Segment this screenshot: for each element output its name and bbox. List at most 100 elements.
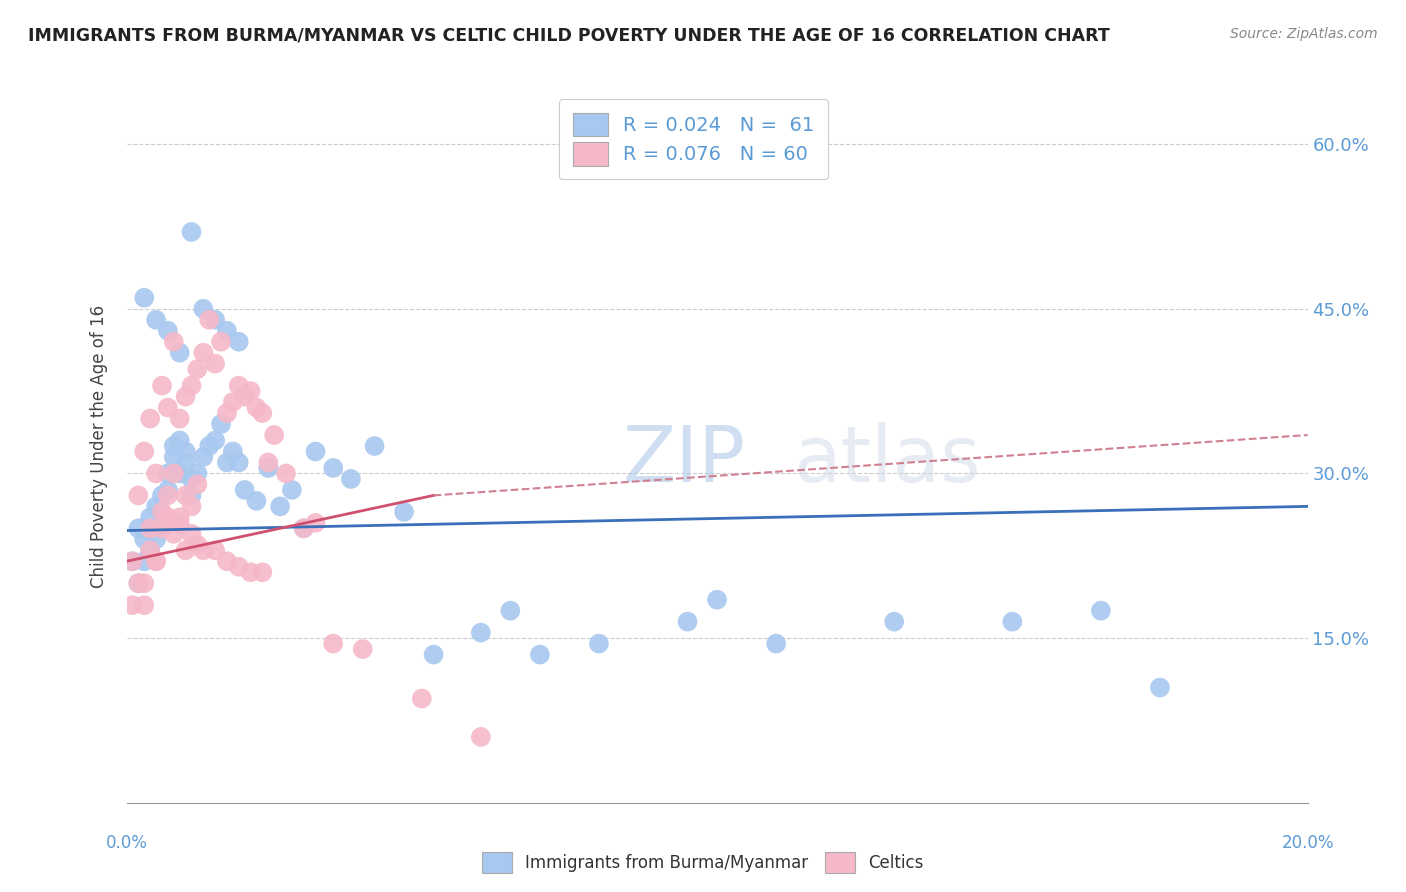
Point xyxy=(127,488,149,502)
Point xyxy=(193,450,215,464)
Point xyxy=(352,642,374,657)
Point xyxy=(304,516,326,530)
Point xyxy=(156,488,179,502)
Point xyxy=(134,598,156,612)
Point xyxy=(252,566,274,580)
Point xyxy=(228,455,250,469)
Point xyxy=(180,488,202,502)
Point xyxy=(257,461,280,475)
Point xyxy=(274,467,297,481)
Point xyxy=(156,467,179,481)
Point xyxy=(139,521,162,535)
Point xyxy=(150,521,173,535)
Point xyxy=(174,444,197,458)
Point xyxy=(245,401,267,415)
Point xyxy=(269,500,291,514)
Point xyxy=(198,439,221,453)
Point xyxy=(186,362,208,376)
Point xyxy=(765,637,787,651)
Point xyxy=(228,334,250,349)
Point xyxy=(134,533,156,547)
Point xyxy=(145,554,167,568)
Point xyxy=(1149,681,1171,695)
Point xyxy=(281,483,304,497)
Point xyxy=(139,510,162,524)
Point xyxy=(245,494,267,508)
Text: IMMIGRANTS FROM BURMA/MYANMAR VS CELTIC CHILD POVERTY UNDER THE AGE OF 16 CORREL: IMMIGRANTS FROM BURMA/MYANMAR VS CELTIC … xyxy=(28,27,1109,45)
Point xyxy=(322,461,344,475)
Point xyxy=(198,312,221,326)
Point xyxy=(470,730,492,744)
Point xyxy=(1001,615,1024,629)
Point xyxy=(499,604,522,618)
Point xyxy=(134,554,156,568)
Point xyxy=(239,384,262,398)
Point xyxy=(145,312,167,326)
Point xyxy=(150,521,173,535)
Point xyxy=(121,598,143,612)
Point xyxy=(215,554,238,568)
Text: Source: ZipAtlas.com: Source: ZipAtlas.com xyxy=(1230,27,1378,41)
Point xyxy=(174,488,197,502)
Point xyxy=(150,378,173,392)
Point xyxy=(204,312,226,326)
Point xyxy=(292,521,315,535)
Point xyxy=(156,510,179,524)
Point xyxy=(186,538,208,552)
Point xyxy=(215,324,238,338)
Point xyxy=(529,648,551,662)
Point xyxy=(150,505,173,519)
Point xyxy=(174,455,197,469)
Point xyxy=(193,345,215,359)
Point xyxy=(180,378,202,392)
Legend: Immigrants from Burma/Myanmar, Celtics: Immigrants from Burma/Myanmar, Celtics xyxy=(475,846,931,880)
Point xyxy=(215,455,238,469)
Y-axis label: Child Poverty Under the Age of 16: Child Poverty Under the Age of 16 xyxy=(90,304,108,588)
Point xyxy=(228,378,250,392)
Point xyxy=(193,543,215,558)
Point xyxy=(322,637,344,651)
Text: atlas: atlas xyxy=(794,422,981,499)
Point xyxy=(139,543,162,558)
Legend: R = 0.024   N =  61, R = 0.076   N = 60: R = 0.024 N = 61, R = 0.076 N = 60 xyxy=(560,99,828,179)
Point xyxy=(156,324,179,338)
Point xyxy=(186,477,208,491)
Point xyxy=(883,615,905,629)
Point xyxy=(363,439,385,453)
Point xyxy=(163,450,186,464)
Point xyxy=(233,483,256,497)
Point xyxy=(204,357,226,371)
Point xyxy=(252,406,274,420)
Point xyxy=(422,648,444,662)
Point xyxy=(706,592,728,607)
Text: 20.0%: 20.0% xyxy=(1281,834,1334,852)
Point xyxy=(127,576,149,591)
Point xyxy=(1090,604,1112,618)
Point xyxy=(139,543,162,558)
Point xyxy=(228,559,250,574)
Point xyxy=(340,472,363,486)
Point xyxy=(233,390,256,404)
Point xyxy=(163,467,186,481)
Point xyxy=(169,510,191,524)
Point xyxy=(169,467,191,481)
Point xyxy=(145,467,167,481)
Point xyxy=(134,576,156,591)
Text: 0.0%: 0.0% xyxy=(105,834,148,852)
Point xyxy=(134,291,156,305)
Point xyxy=(204,434,226,448)
Point xyxy=(292,521,315,535)
Point xyxy=(121,554,143,568)
Point xyxy=(215,406,238,420)
Point xyxy=(121,554,143,568)
Point xyxy=(222,395,245,409)
Text: ZIP: ZIP xyxy=(623,422,745,499)
Point xyxy=(180,472,202,486)
Point xyxy=(174,390,197,404)
Point xyxy=(169,345,191,359)
Point xyxy=(169,434,191,448)
Point xyxy=(186,467,208,481)
Point xyxy=(145,533,167,547)
Point xyxy=(263,428,285,442)
Point xyxy=(239,566,262,580)
